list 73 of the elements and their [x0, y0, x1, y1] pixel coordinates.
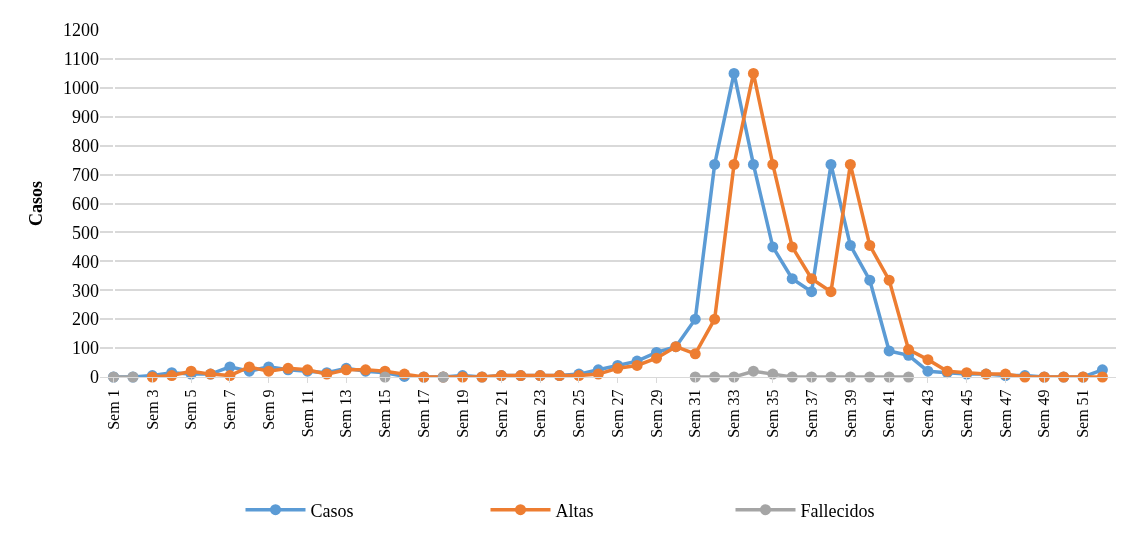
y-tick-label: 100: [72, 338, 99, 359]
x-tick-label: Sem 19: [453, 389, 471, 438]
x-tick-label: Sem 5: [182, 389, 200, 430]
point: [747, 365, 759, 377]
point: [747, 158, 759, 170]
legend-label: Fallecidos: [800, 500, 875, 521]
point: [767, 158, 779, 170]
point: [767, 241, 779, 253]
point: [806, 273, 818, 285]
x-tick-label: Sem 7: [221, 389, 239, 430]
point: [786, 241, 798, 253]
point: [263, 365, 275, 377]
point: [903, 344, 915, 356]
y-tick-label: 400: [72, 251, 99, 272]
point: [864, 274, 876, 286]
y-tick-label: 700: [72, 164, 99, 185]
x-tick-label: Sem 3: [143, 389, 161, 430]
point: [806, 286, 818, 298]
y-tick-label: 500: [72, 222, 99, 243]
x-tick-label: Sem 33: [725, 389, 743, 438]
x-tick-label: Sem 9: [259, 389, 277, 430]
y-tick-label: 0: [90, 367, 99, 388]
y-tick-label: 1000: [63, 78, 99, 99]
point: [747, 67, 759, 79]
point: [709, 158, 721, 170]
point: [689, 313, 701, 325]
x-tick-label: Sem 17: [415, 389, 432, 438]
point: [728, 67, 740, 79]
x-tick-label: Sem 51: [1074, 389, 1092, 438]
x-tick-label: Sem 49: [1035, 389, 1053, 438]
point: [631, 359, 643, 371]
y-tick-label: 1100: [63, 49, 99, 70]
x-tick-label: Sem 1: [104, 389, 122, 430]
point: [922, 365, 934, 377]
x-tick-label: Sem 35: [764, 389, 782, 438]
x-tick-label: Sem 23: [531, 389, 549, 438]
point: [883, 345, 895, 357]
point: [689, 348, 701, 360]
x-tick-label: Sem 31: [686, 389, 704, 438]
point: [844, 158, 856, 170]
point: [709, 313, 721, 325]
point: [650, 352, 662, 364]
y-tick-label: 600: [72, 193, 99, 214]
x-tick-label: Sem 29: [647, 389, 665, 438]
legend-label: Altas: [555, 500, 594, 521]
y-axis-title: Casos: [26, 180, 47, 227]
x-tick-label: Sem 47: [996, 389, 1014, 438]
x-tick-label: Sem 43: [919, 389, 937, 438]
point: [728, 158, 740, 170]
point: [825, 286, 837, 298]
x-tick-label: Sem 39: [841, 389, 859, 438]
point: [825, 158, 837, 170]
x-tick-label: Sem 13: [337, 389, 355, 438]
x-tick-label: Sem 41: [880, 389, 898, 438]
point: [844, 239, 856, 251]
x-tick-label: Sem 25: [570, 389, 588, 438]
y-tick-label: 1200: [63, 20, 99, 41]
point: [864, 239, 876, 251]
x-tick-label: Sem 15: [376, 389, 394, 438]
point: [786, 273, 798, 285]
point: [883, 274, 895, 286]
x-tick-label: Sem 45: [957, 389, 975, 438]
x-tick-label: Sem 11: [298, 389, 316, 438]
x-tick-label: Sem 27: [608, 389, 626, 438]
y-tick-label: 800: [72, 135, 99, 156]
y-tick-label: 200: [72, 309, 99, 330]
x-tick-label: Sem 21: [492, 389, 510, 438]
y-tick-label: 300: [72, 280, 99, 301]
y-tick-label: 900: [72, 107, 99, 128]
legend-label: Casos: [310, 500, 354, 521]
x-tick-label: Sem 37: [802, 389, 820, 438]
point: [243, 361, 255, 373]
point: [922, 354, 934, 366]
